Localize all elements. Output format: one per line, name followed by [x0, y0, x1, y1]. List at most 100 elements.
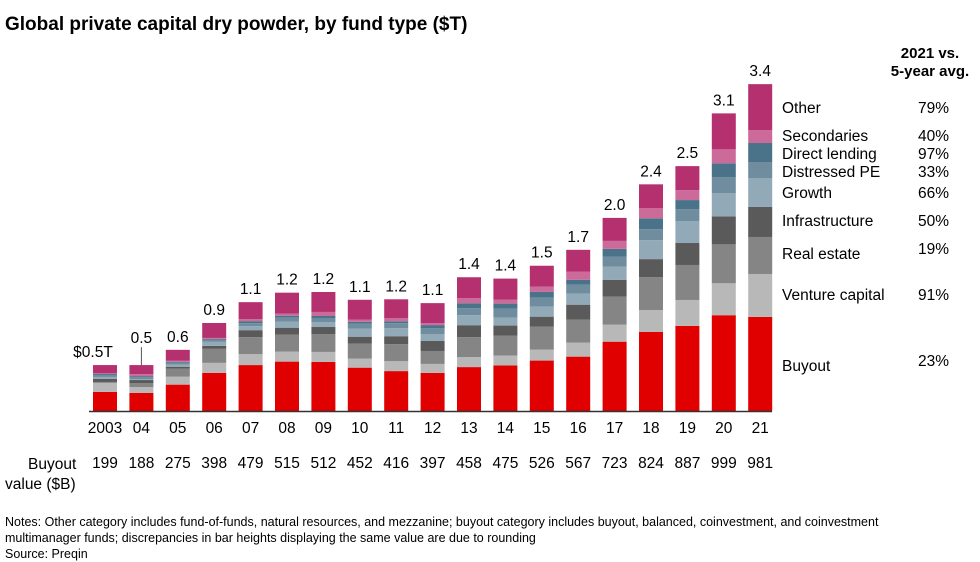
bar-07	[238, 302, 263, 411]
x-tick-label: 08	[278, 420, 295, 437]
bar-segment-growth	[493, 317, 518, 326]
bar-segment-venture-capital	[93, 382, 117, 392]
buyout-value-label: 398	[201, 455, 227, 472]
buyout-value-label: 887	[674, 455, 700, 472]
buyout-value-label: 526	[529, 455, 555, 472]
bar-segment-buyout	[602, 341, 627, 411]
bar-segment-distressed-pe	[165, 362, 190, 365]
bar-segment-direct-lending	[93, 373, 117, 375]
bar-segment-secondaries	[275, 313, 299, 316]
bar-segment-infrastructure	[602, 279, 627, 297]
bar-segment-distressed-pe	[457, 308, 481, 316]
legend-group: Other 79% Secondaries 40% Direct lending 97% D…	[782, 100, 949, 375]
bar-segment-growth	[711, 193, 736, 217]
legend-change-buyout: 23%	[918, 353, 949, 370]
bars-group	[93, 84, 773, 411]
bar-segment-other	[675, 166, 700, 191]
x-tick-label: 07	[242, 420, 259, 437]
bar-segment-infrastructure	[748, 206, 773, 237]
notes: Notes: Other category includes fund-of-f…	[5, 514, 975, 562]
buyout-row-label: Buyout value ($B)	[5, 455, 76, 495]
bar-segment-growth	[311, 322, 336, 328]
bar-segment-distressed-pe	[711, 177, 736, 194]
bar-segment-venture-capital	[457, 357, 481, 368]
buyout-value-label: 515	[274, 455, 300, 472]
bar-segment-other	[711, 113, 736, 150]
legend-change-secondaries: 40%	[918, 128, 949, 145]
x-tick-label: 06	[206, 420, 223, 437]
legend-label-growth: Growth	[782, 185, 832, 202]
bar-segment-other	[602, 217, 627, 241]
bar-segment-other	[93, 365, 117, 374]
bar-segment-secondaries	[529, 286, 554, 292]
legend-label-distressed-pe: Distressed PE	[782, 164, 880, 181]
bar-segment-real-estate	[457, 337, 481, 358]
legend-change-real-estate: 19%	[918, 241, 949, 258]
total-label: 0.6	[167, 329, 189, 346]
legend-change-infrastructure: 50%	[918, 213, 949, 230]
bar-segment-real-estate	[675, 264, 700, 300]
buyout-row-label-line1: Buyout	[28, 456, 77, 473]
bar-segment-secondaries	[384, 318, 409, 322]
legend-change-growth: 66%	[918, 185, 949, 202]
bar-segment-distressed-pe	[384, 323, 409, 329]
bar-segment-real-estate	[93, 381, 117, 383]
x-tick-label: 09	[315, 420, 332, 437]
bar-segment-real-estate	[420, 350, 445, 364]
bar-segment-real-estate	[384, 344, 409, 362]
total-label: 2.5	[677, 145, 699, 162]
bar-segment-buyout	[457, 367, 481, 411]
bar-segment-direct-lending	[711, 163, 736, 178]
bar-segment-direct-lending	[529, 291, 554, 298]
bar-segment-buyout	[748, 316, 773, 411]
x-tick-label: 12	[424, 420, 441, 437]
bar-segment-growth	[457, 315, 481, 326]
bar-segment-distressed-pe	[311, 317, 336, 323]
bar-segment-other	[529, 265, 554, 287]
legend-label-infrastructure: Infrastructure	[782, 213, 873, 230]
bar-segment-direct-lending	[238, 321, 263, 324]
bar-segment-real-estate	[165, 368, 190, 377]
bar-segment-infrastructure	[675, 243, 700, 265]
bar-segment-real-estate	[238, 337, 263, 355]
bar-segment-distressed-pe	[493, 308, 518, 318]
bar-segment-direct-lending	[275, 315, 299, 318]
total-label: 1.1	[349, 279, 371, 296]
bar-segment-venture-capital	[238, 354, 263, 366]
bar-segment-real-estate	[529, 326, 554, 350]
buyout-value-label: 458	[456, 455, 482, 472]
x-tick-label: 16	[570, 420, 587, 437]
bar-segment-infrastructure	[711, 216, 736, 245]
legend-label-venture-capital: Venture capital	[782, 287, 885, 304]
bar-21	[748, 84, 773, 411]
bar-segment-secondaries	[238, 319, 263, 322]
bar-segment-buyout	[347, 367, 372, 411]
bar-segment-direct-lending	[129, 376, 154, 378]
x-tick-label: 05	[169, 420, 186, 437]
bar-segment-secondaries	[493, 299, 518, 304]
bar-segment-secondaries	[566, 271, 591, 280]
bar-segment-direct-lending	[420, 325, 445, 329]
bar-segment-infrastructure	[384, 336, 409, 345]
bar-segment-direct-lending	[384, 321, 409, 324]
bar-segment-infrastructure	[493, 325, 518, 336]
bar-segment-venture-capital	[711, 283, 736, 316]
bar-segment-buyout	[93, 391, 117, 411]
bar-segment-secondaries	[129, 374, 154, 377]
bar-segment-direct-lending	[347, 321, 372, 324]
total-label: 1.1	[422, 282, 444, 299]
x-tick-label: 13	[460, 420, 477, 437]
buyout-value-label: 824	[638, 455, 664, 472]
bar-segment-other	[566, 249, 591, 272]
bar-segment-distressed-pe	[748, 161, 773, 178]
bar-segment-other	[347, 299, 372, 320]
buyout-value-label: 397	[420, 455, 446, 472]
bar-segment-growth	[748, 178, 773, 207]
bar-segment-other	[165, 349, 190, 361]
bar-segment-growth	[529, 306, 554, 317]
legend-label-other: Other	[782, 100, 821, 117]
total-label: 1.2	[385, 278, 407, 295]
bar-segment-infrastructure	[639, 259, 663, 278]
bar-segment-venture-capital	[311, 351, 336, 362]
bar-segment-growth	[129, 379, 154, 381]
